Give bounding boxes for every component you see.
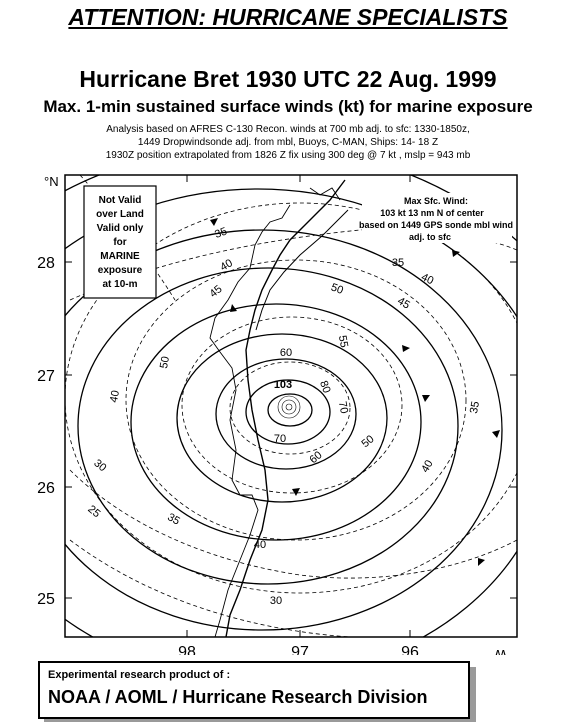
analysis-note-3: 1930Z position extrapolated from 1826 Z … bbox=[105, 150, 471, 161]
annotation-line: Max Sfc. Wind: bbox=[404, 196, 468, 206]
storm-center bbox=[277, 395, 301, 419]
warning-line: Not Valid bbox=[99, 195, 142, 206]
lat-label: 26 bbox=[37, 480, 55, 497]
coastline bbox=[225, 179, 346, 637]
annotation-line: based on 1449 GPS sonde mbl wind bbox=[359, 220, 513, 230]
contour-label: 40 bbox=[419, 458, 436, 475]
warning-line: Valid only bbox=[97, 223, 144, 234]
warning-line: MARINE bbox=[100, 251, 140, 262]
lon-label: 97 bbox=[291, 644, 309, 655]
contour-label: 55 bbox=[336, 334, 350, 348]
analysis-note-2: 1449 Dropwindsonde adj. from mbl, Buoys,… bbox=[137, 137, 439, 148]
contour-label: 70 bbox=[274, 433, 286, 445]
contour-label: 35 bbox=[213, 225, 229, 240]
west-unit-label: °W bbox=[494, 647, 512, 655]
map-title: Hurricane Bret 1930 UTC 22 Aug. 1999 bbox=[79, 66, 497, 92]
contour-label: 40 bbox=[254, 539, 266, 551]
lon-label: 98 bbox=[178, 644, 196, 655]
wind-analysis-map: 35 40 45 50 40 30 25 35 40 30 35 40 45 5… bbox=[37, 174, 518, 655]
contour-label: 80 bbox=[317, 379, 332, 395]
isotach-contours bbox=[65, 175, 517, 637]
annotation-line: 103 kt 13 nm N of center bbox=[380, 208, 484, 218]
north-unit-label: °N bbox=[44, 174, 59, 189]
contour-label: 70 bbox=[336, 400, 350, 414]
contour-label: 35 bbox=[392, 257, 404, 269]
longitude-labels: 98 97 96 bbox=[178, 644, 419, 655]
contour-label: 40 bbox=[108, 389, 122, 403]
contour-label: 60 bbox=[280, 347, 292, 359]
attention-banner: ATTENTION: HURRICANE SPECIALISTS bbox=[68, 4, 508, 30]
max-wind-label: 103 bbox=[274, 379, 292, 391]
contour-label: 50 bbox=[158, 355, 172, 369]
land-warning-box: Not Valid over Land Valid only for MARIN… bbox=[83, 185, 157, 299]
contour-label: 45 bbox=[395, 295, 412, 312]
footer-subtitle: Experimental research product of : bbox=[48, 669, 231, 681]
contour-label: 40 bbox=[218, 257, 235, 274]
map-subtitle: Max. 1-min sustained surface winds (kt) … bbox=[43, 97, 533, 116]
axis-ticks bbox=[65, 175, 517, 637]
warning-line: exposure bbox=[98, 265, 143, 276]
analysis-note-1: Analysis based on AFRES C-130 Recon. win… bbox=[106, 124, 470, 135]
lon-label: 96 bbox=[401, 644, 419, 655]
contour-labels: 35 40 45 50 40 30 25 35 40 30 35 40 45 5… bbox=[85, 225, 482, 607]
wind-arrows bbox=[210, 218, 500, 566]
inland-shoreline bbox=[209, 204, 291, 637]
contour-label: 40 bbox=[419, 271, 435, 287]
lat-label: 25 bbox=[37, 591, 55, 608]
bay-shoreline bbox=[309, 187, 341, 201]
footer-credit-box: Experimental research product of : NOAA … bbox=[38, 661, 470, 719]
barrier-island bbox=[255, 209, 349, 331]
contour-label: 35 bbox=[468, 400, 482, 414]
warning-line: for bbox=[113, 237, 126, 248]
contour-label: 30 bbox=[270, 595, 282, 607]
contour-label: 35 bbox=[165, 511, 182, 528]
lat-label: 27 bbox=[37, 368, 55, 385]
contour-label: 50 bbox=[329, 281, 345, 296]
max-wind-annotation: Max Sfc. Wind: 103 kt 13 nm N of center … bbox=[359, 193, 513, 243]
footer-organization: NOAA / AOML / Hurricane Research Divisio… bbox=[48, 687, 428, 707]
latitude-labels: 28 27 26 25 bbox=[37, 255, 55, 608]
warning-line: at 10-m bbox=[102, 279, 137, 290]
lat-label: 28 bbox=[37, 255, 55, 272]
warning-line: over Land bbox=[96, 209, 144, 220]
annotation-line: adj. to sfc bbox=[409, 232, 451, 242]
